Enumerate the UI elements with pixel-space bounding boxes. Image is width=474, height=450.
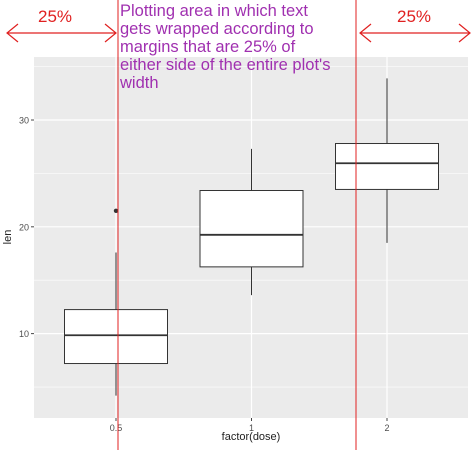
y-axis-label: len <box>2 230 14 245</box>
right-double-arrow <box>359 23 471 43</box>
y-axis: 10 20 30 <box>19 116 34 339</box>
box-1 <box>199 148 304 296</box>
boxes-group <box>64 78 439 396</box>
annotation-text: Plotting area in which text gets wrapped… <box>120 2 331 92</box>
left-margin-label: 25% <box>38 7 73 26</box>
box-body <box>64 309 168 365</box>
box-body <box>335 143 439 190</box>
box-body <box>199 190 304 268</box>
annotation-overlay <box>6 0 471 450</box>
x-tick-label: 0.5 <box>110 423 123 433</box>
box-0.5 <box>64 208 168 396</box>
x-axis-label: factor(dose) <box>222 431 281 443</box>
y-tick-label: 30 <box>19 116 29 126</box>
y-tick-label: 10 <box>19 329 29 339</box>
box-2 <box>335 78 439 243</box>
outlier-point <box>113 208 119 213</box>
x-tick-label: 1 <box>249 423 254 433</box>
x-axis: 0.5 1 2 <box>110 418 390 433</box>
y-tick-label: 20 <box>19 222 29 232</box>
x-tick-label: 2 <box>384 423 389 433</box>
left-double-arrow <box>6 23 117 43</box>
right-margin-label: 25% <box>397 7 432 26</box>
